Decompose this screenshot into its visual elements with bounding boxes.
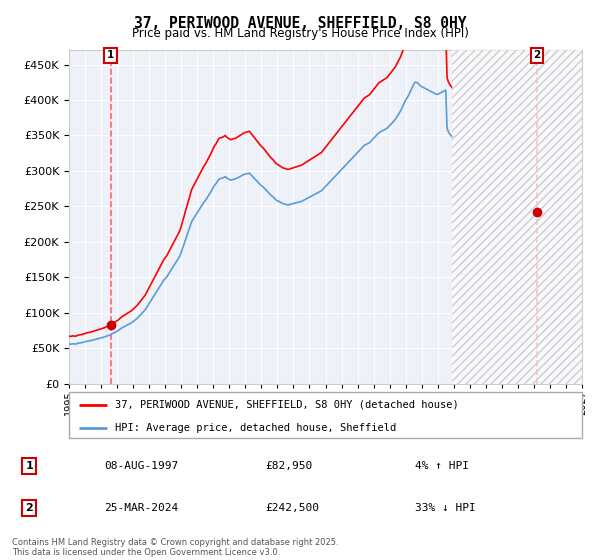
- Text: Contains HM Land Registry data © Crown copyright and database right 2025.
This d: Contains HM Land Registry data © Crown c…: [12, 538, 338, 557]
- Text: 25-MAR-2024: 25-MAR-2024: [104, 503, 178, 512]
- Text: Price paid vs. HM Land Registry's House Price Index (HPI): Price paid vs. HM Land Registry's House …: [131, 27, 469, 40]
- FancyBboxPatch shape: [69, 392, 582, 438]
- Text: 33% ↓ HPI: 33% ↓ HPI: [415, 503, 476, 512]
- Text: £82,950: £82,950: [265, 461, 313, 471]
- Text: 1: 1: [107, 50, 115, 60]
- Text: 2: 2: [25, 503, 33, 512]
- Text: 37, PERIWOOD AVENUE, SHEFFIELD, S8 0HY: 37, PERIWOOD AVENUE, SHEFFIELD, S8 0HY: [134, 16, 466, 31]
- Text: 08-AUG-1997: 08-AUG-1997: [104, 461, 178, 471]
- Text: 4% ↑ HPI: 4% ↑ HPI: [415, 461, 469, 471]
- Text: 1: 1: [25, 461, 33, 471]
- Text: 37, PERIWOOD AVENUE, SHEFFIELD, S8 0HY (detached house): 37, PERIWOOD AVENUE, SHEFFIELD, S8 0HY (…: [115, 400, 459, 410]
- Text: HPI: Average price, detached house, Sheffield: HPI: Average price, detached house, Shef…: [115, 423, 397, 433]
- Text: 2: 2: [533, 50, 541, 60]
- Text: £242,500: £242,500: [265, 503, 319, 512]
